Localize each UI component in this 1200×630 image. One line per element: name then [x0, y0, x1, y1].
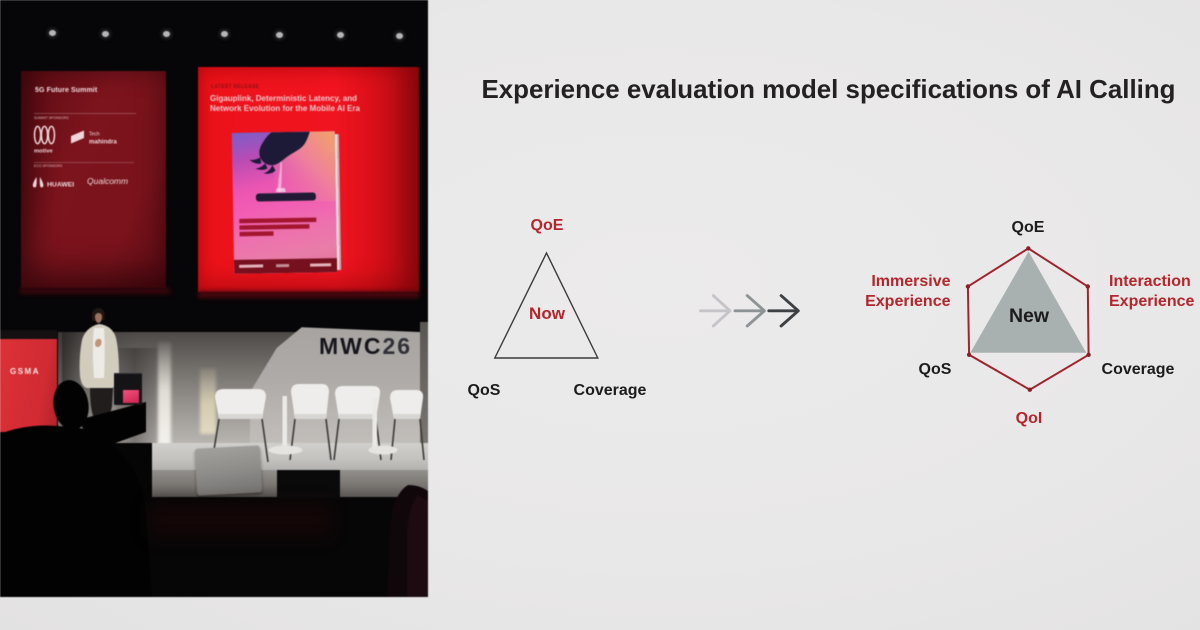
svg-text:mahindra: mahindra [89, 139, 117, 146]
svg-text:HUAWEI: HUAWEI [47, 182, 74, 189]
svg-text:motive: motive [34, 149, 53, 155]
svg-text:Tech: Tech [89, 132, 100, 138]
